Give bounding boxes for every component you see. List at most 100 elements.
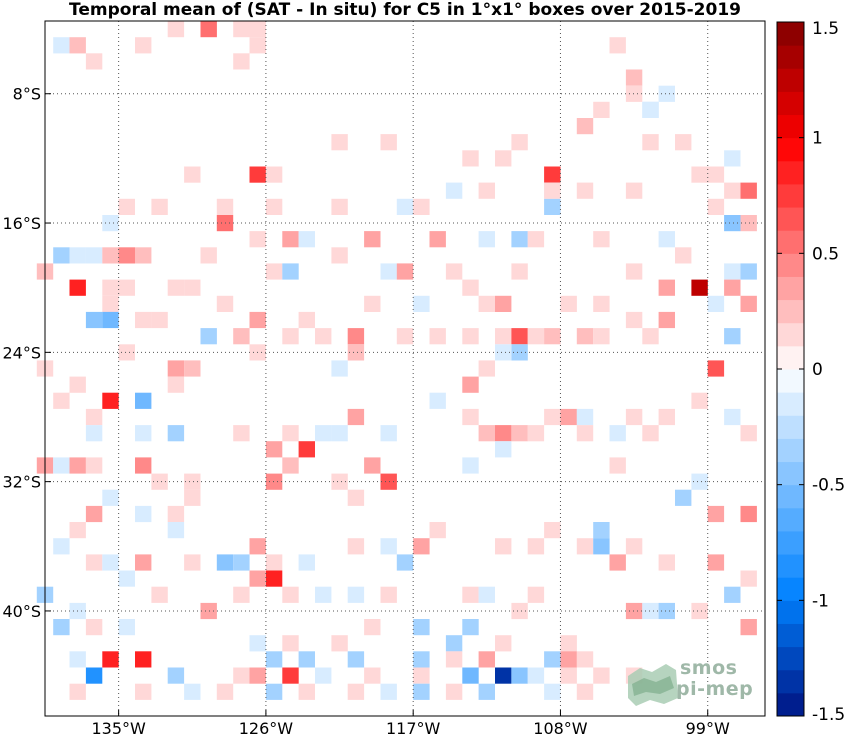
heatmap-cell (560, 635, 577, 652)
colorbar-axis: 1.5 1 0.5 0 -0.5 -1 -1.5 (777, 19, 845, 725)
heatmap-cell (413, 667, 430, 684)
heatmap-cell (315, 328, 332, 345)
heatmap-cell (625, 602, 643, 620)
heatmap-cell (642, 328, 659, 345)
heatmap-cell (413, 683, 430, 700)
heatmap-cell (265, 473, 283, 490)
heatmap-cell (53, 457, 70, 474)
heatmap-cell (184, 360, 201, 377)
heatmap-cell (347, 651, 365, 668)
heatmap-cell (560, 651, 577, 668)
heatmap-cell (462, 328, 479, 345)
heatmap-cell (675, 247, 692, 264)
heatmap-cell (200, 21, 217, 38)
heatmap-cell (724, 263, 741, 280)
heatmap-cell (216, 554, 234, 571)
colorbar-segment (777, 91, 804, 116)
heatmap-cell (576, 182, 594, 199)
heatmap-cell (53, 392, 70, 409)
colorbar-segment (777, 369, 804, 393)
heatmap-cell (102, 554, 119, 571)
heatmap-cell (642, 101, 659, 118)
heatmap-cell (544, 182, 561, 199)
colorbar-segment (777, 507, 804, 532)
heatmap-cell (233, 21, 250, 38)
heatmap-cell (593, 522, 610, 539)
heatmap-cell (85, 311, 103, 329)
heatmap-cell (724, 182, 741, 199)
heatmap-cell (118, 279, 135, 296)
heatmap-cell (478, 360, 495, 377)
heatmap-cell (53, 37, 70, 54)
heatmap-cell (364, 295, 381, 312)
heatmap-cell (625, 408, 643, 426)
heatmap-cell (658, 311, 675, 329)
heatmap-cell (151, 311, 168, 329)
heatmap-cell (707, 295, 725, 312)
colorbar-segment (777, 484, 804, 509)
heatmap-cell (265, 166, 283, 183)
heatmap-cell (53, 538, 70, 555)
heatmap-cell (102, 295, 119, 312)
heatmap-cell (216, 198, 234, 215)
heatmap-cell (249, 21, 266, 38)
heatmap-cell (249, 635, 266, 652)
heatmap-cell (184, 683, 201, 700)
heatmap-cell (658, 279, 675, 296)
heatmap-cell (364, 231, 381, 248)
gridlines (45, 21, 765, 716)
heatmap-cell (642, 602, 659, 620)
heatmap-cell (298, 651, 315, 668)
heatmap-cell (118, 198, 135, 215)
heatmap-cell (625, 85, 643, 102)
heatmap-cell (707, 554, 725, 571)
lon-tick-label: 117°W (386, 719, 441, 738)
heatmap-cell (462, 457, 479, 474)
heatmap-cell (151, 198, 168, 215)
heatmap-cell (396, 198, 414, 215)
heatmap-cell (167, 522, 185, 539)
colorbar-segment (777, 669, 804, 694)
heatmap-cell (429, 392, 446, 409)
colorbar-tick-label: 0.5 (812, 244, 839, 264)
heatmap-cell (462, 279, 479, 296)
heatmap-cell (233, 425, 250, 442)
heatmap-cell (593, 538, 610, 555)
heatmap-cell (184, 473, 201, 490)
heatmap-cell (102, 311, 119, 329)
heatmap-cell (625, 538, 643, 555)
colorbar-segment (777, 692, 804, 717)
heatmap-cell (527, 425, 545, 442)
heatmap-cell (609, 37, 626, 54)
heatmap-cell (478, 231, 495, 248)
heatmap-cell (85, 505, 103, 523)
heatmap-cell (216, 295, 234, 312)
heatmap-cell (167, 279, 185, 296)
heatmap-cell (282, 635, 299, 652)
heatmap-cell (511, 602, 528, 620)
heatmap-cell (462, 408, 479, 426)
heatmap-cell (331, 635, 348, 652)
heatmap-cell (380, 683, 397, 700)
heatmap-cell (707, 198, 725, 215)
heatmap-cell (429, 231, 446, 248)
heatmap-cell (347, 328, 365, 345)
heatmap-cell (724, 328, 741, 345)
heatmap-cell (298, 311, 315, 329)
heatmap-cell (413, 619, 430, 636)
heatmap-cell (593, 328, 610, 345)
heatmap-cell (511, 425, 528, 442)
heatmap-cell (495, 441, 512, 458)
heatmap-cell (53, 247, 70, 264)
heatmap-cell (462, 150, 479, 167)
heatmap-cell (53, 619, 70, 636)
lon-tick-label: 135°W (91, 719, 146, 738)
heatmap-cell (609, 457, 626, 474)
heatmap-cell (511, 344, 528, 361)
heatmap-cell (249, 231, 266, 248)
heatmap-cell (249, 538, 266, 555)
heatmap-cell (576, 408, 594, 426)
heatmap-cell (265, 198, 283, 215)
colorbar-segment (777, 22, 804, 46)
lon-tick-label: 99°W (686, 719, 730, 738)
